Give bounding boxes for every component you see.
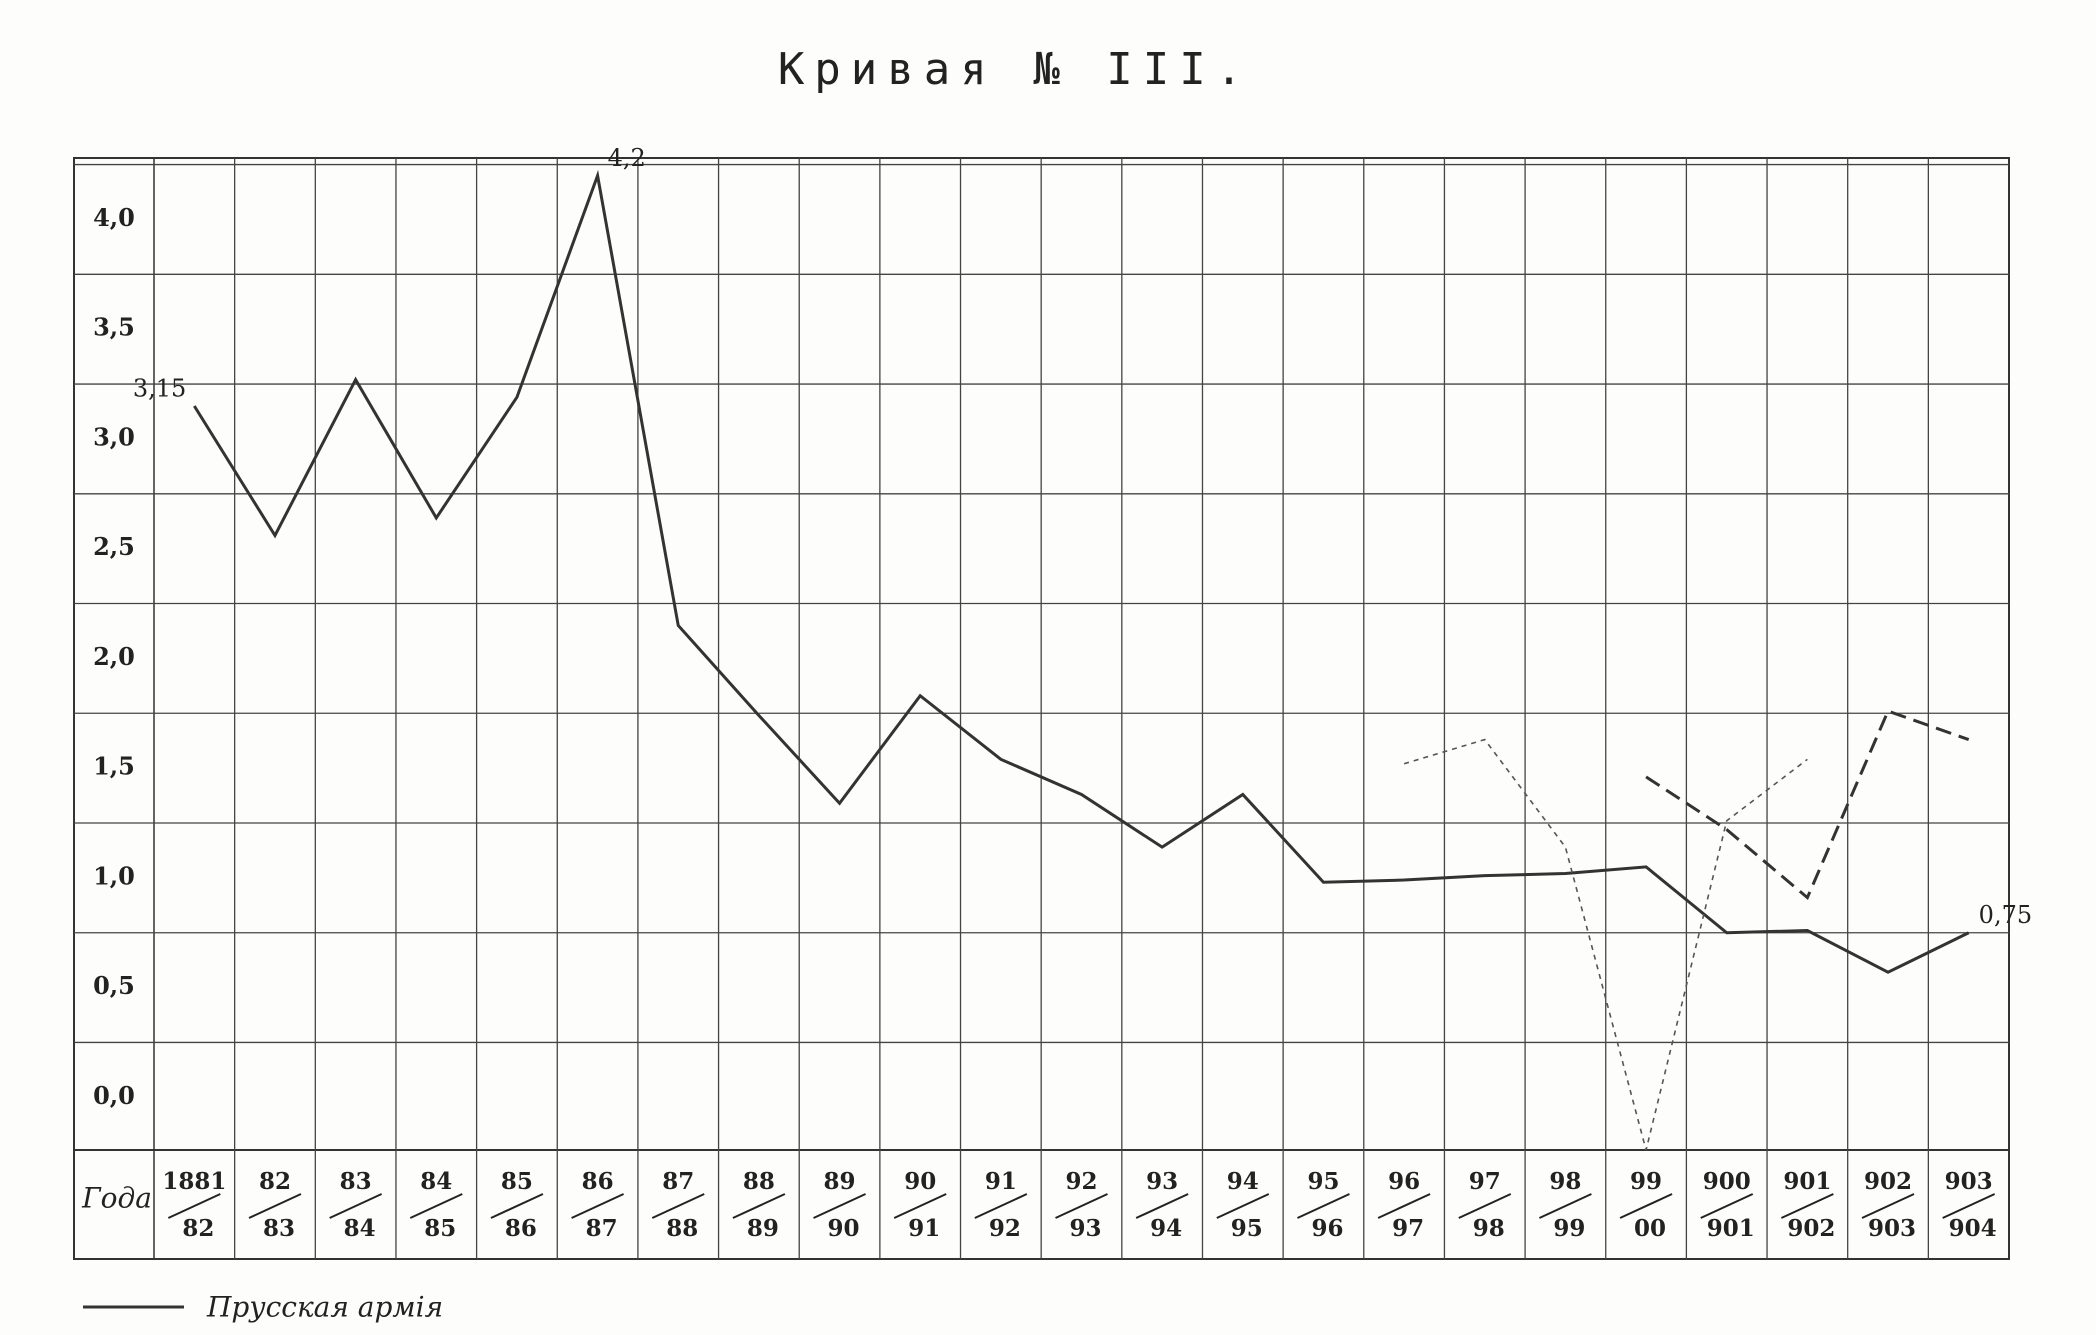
y-tick-label: 1,5: [93, 752, 135, 781]
fraction-slash: [1861, 1193, 1915, 1219]
y-tick-label: 3,0: [93, 422, 135, 451]
x-tick-label: 1881: [162, 1168, 226, 1195]
x-tick-label: 903: [1945, 1168, 1993, 1195]
x-tick-label: 88: [666, 1215, 698, 1242]
x-tick-label: 94: [1150, 1215, 1182, 1242]
fraction-slash: [167, 1193, 221, 1219]
y-tick-label: 1,0: [93, 861, 135, 890]
y-tick-label: 0,5: [93, 971, 135, 1000]
x-tick-label: 91: [985, 1168, 1017, 1195]
x-tick-label: 95: [1231, 1215, 1263, 1242]
x-tick-label: 96: [1311, 1215, 1343, 1242]
x-tick-label: 97: [1469, 1168, 1501, 1195]
fraction-slash: [248, 1193, 302, 1219]
y-tick-label: 3,5: [93, 313, 135, 342]
x-tick-label: 84: [420, 1168, 452, 1195]
fraction-slash: [1619, 1193, 1673, 1219]
x-tick-label: 89: [824, 1168, 856, 1195]
x-tick-label: 88: [743, 1168, 775, 1195]
x-tick-label: 85: [424, 1215, 456, 1242]
x-tick-label: 84: [344, 1215, 376, 1242]
x-tick-label: 89: [747, 1215, 779, 1242]
x-tick-label: 901: [1707, 1215, 1755, 1242]
x-tick-label: 903: [1868, 1215, 1916, 1242]
x-tick-label: 96: [1388, 1168, 1420, 1195]
x-tick-label: 87: [662, 1168, 694, 1195]
fraction-slash: [974, 1193, 1028, 1219]
x-tick-label: 93: [1146, 1168, 1178, 1195]
x-tick-label: 902: [1787, 1215, 1835, 1242]
fraction-slash: [409, 1193, 463, 1219]
fraction-slash: [1297, 1193, 1350, 1219]
fraction-slash: [329, 1193, 383, 1219]
y-tick-label: 2,0: [93, 642, 135, 671]
data-label: 0,75: [1979, 901, 2032, 929]
x-tick-label: 83: [340, 1168, 372, 1195]
legend-label: Прусская армія: [206, 1291, 443, 1324]
fraction-slash: [1458, 1193, 1512, 1219]
fraction-slash: [1780, 1193, 1834, 1219]
series-line: [1403, 738, 1808, 1151]
x-tick-label: 90: [904, 1168, 936, 1195]
fraction-slash: [1538, 1193, 1592, 1219]
x-tick-label: 85: [501, 1168, 533, 1195]
x-tick-label: 902: [1864, 1168, 1912, 1195]
y-tick-label: 2,5: [93, 532, 135, 561]
x-tick-label: 99: [1553, 1215, 1585, 1242]
x-tick-label: 82: [259, 1168, 291, 1195]
data-label: 4,2: [608, 144, 646, 172]
x-tick-label: 86: [582, 1168, 614, 1195]
fraction-slash: [893, 1193, 947, 1219]
x-tick-label: 91: [908, 1215, 940, 1242]
series-line: [193, 169, 1970, 974]
fraction-slash: [571, 1193, 625, 1219]
series-line: [1645, 709, 1970, 901]
y-tick-label: 0,0: [93, 1081, 135, 1110]
fraction-slash: [813, 1193, 866, 1219]
fraction-slash: [490, 1193, 544, 1219]
fraction-slash: [732, 1193, 786, 1219]
x-tick-label: 83: [263, 1215, 295, 1242]
x-tick-label: 86: [505, 1215, 537, 1242]
x-tick-label: 90: [828, 1215, 860, 1242]
x-tick-label: 93: [1069, 1215, 1101, 1242]
x-tick-label: 97: [1392, 1215, 1424, 1242]
x-tick-label: 98: [1473, 1215, 1505, 1242]
y-tick-label: 4,0: [93, 203, 135, 232]
data-label: 3,15: [133, 375, 186, 403]
x-tick-label: 92: [1065, 1168, 1097, 1195]
fraction-slash: [1942, 1193, 1996, 1219]
x-tick-label: 901: [1783, 1168, 1831, 1195]
x-tick-label: 94: [1227, 1168, 1259, 1195]
fraction-slash: [1135, 1193, 1189, 1219]
fraction-slash: [651, 1193, 705, 1219]
x-axis-label: Года: [81, 1182, 152, 1215]
x-tick-label: 904: [1949, 1215, 1997, 1242]
x-tick-label: 87: [586, 1215, 618, 1242]
x-tick-label: 99: [1630, 1168, 1662, 1195]
fraction-slash: [1700, 1193, 1754, 1219]
x-tick-label: 82: [182, 1215, 214, 1242]
fraction-slash: [1055, 1193, 1108, 1219]
x-tick-label: 95: [1307, 1168, 1339, 1195]
x-tick-label: 00: [1634, 1215, 1666, 1242]
x-tick-label: 900: [1703, 1168, 1751, 1195]
fraction-slash: [1216, 1193, 1270, 1219]
x-tick-label: 98: [1549, 1168, 1581, 1195]
chart-title: Кривая № III.: [778, 44, 1252, 95]
x-tick-label: 92: [989, 1215, 1021, 1242]
fraction-slash: [1377, 1193, 1431, 1219]
